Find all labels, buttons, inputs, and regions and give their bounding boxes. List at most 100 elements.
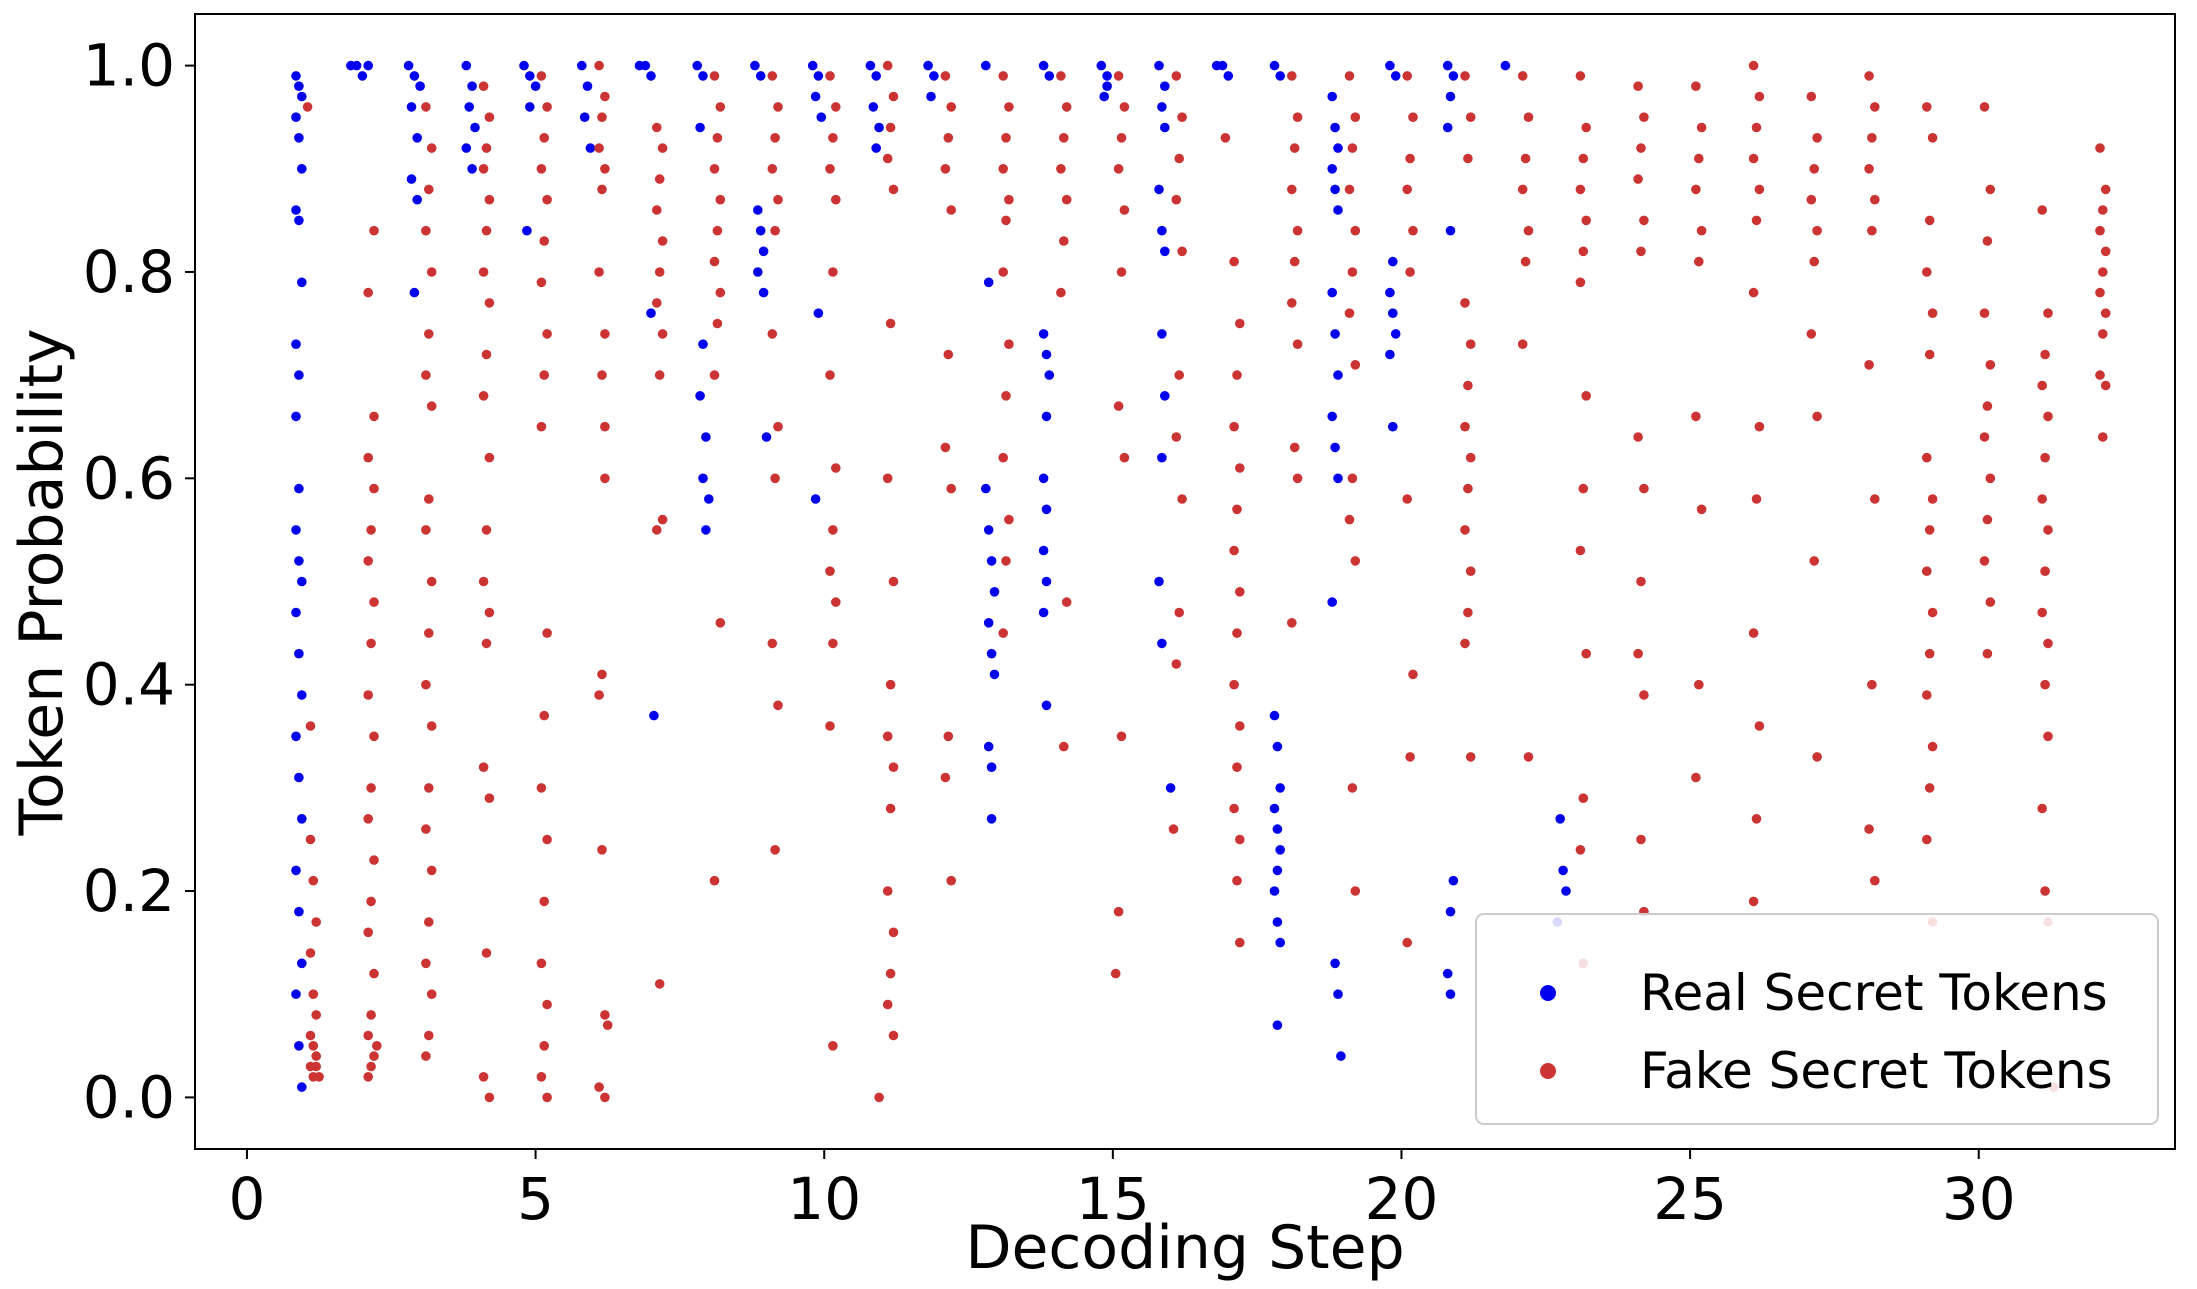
real-secret-token-point — [649, 710, 659, 721]
legend-marker-fake — [1540, 1063, 1556, 1079]
fake-secret-token-point — [1924, 525, 1935, 535]
real-secret-token-point — [1385, 60, 1395, 71]
legend-label-real: Real Secret Tokens — [1640, 964, 2108, 1022]
real-secret-token-point — [1038, 545, 1049, 556]
fake-secret-token-point — [882, 886, 893, 896]
real-secret-token-point — [1102, 81, 1112, 91]
fake-secret-token-point — [2043, 525, 2053, 535]
fake-secret-token-point — [426, 721, 437, 731]
fake-secret-token-point — [1235, 937, 1245, 948]
fake-secret-token-point — [1056, 164, 1066, 174]
fake-secret-token-point — [536, 277, 547, 288]
real-secret-token-point — [415, 81, 425, 91]
real-secret-token-point — [755, 225, 766, 236]
fake-secret-token-point — [1229, 679, 1239, 690]
real-secret-token-point — [1327, 287, 1337, 298]
fake-secret-token-point — [1408, 112, 1418, 122]
fake-secret-token-point — [481, 638, 492, 649]
fake-secret-token-point — [1864, 71, 1874, 81]
real-secret-token-point — [291, 112, 301, 122]
fake-secret-token-point — [1578, 246, 1589, 257]
fake-secret-token-point — [600, 329, 610, 339]
real-secret-token-point — [698, 339, 708, 350]
fake-secret-token-point — [1235, 587, 1245, 597]
fake-secret-token-point — [2043, 411, 2053, 422]
real-secret-token-point — [1269, 60, 1280, 71]
real-secret-token-point — [1330, 958, 1340, 969]
fake-secret-token-point — [709, 875, 720, 886]
fake-secret-token-point — [484, 452, 495, 463]
real-secret-token-point — [525, 71, 535, 81]
real-secret-token-point — [1388, 256, 1398, 267]
y-tick-label: 0.8 — [83, 238, 175, 306]
fake-secret-token-point — [421, 824, 431, 834]
fake-secret-token-point — [1460, 421, 1470, 432]
fake-secret-token-point — [542, 628, 552, 638]
fake-secret-token-point — [1229, 545, 1239, 556]
fake-secret-token-point — [484, 607, 495, 618]
real-secret-token-point — [1160, 81, 1170, 91]
fake-secret-token-point — [1748, 60, 1759, 71]
fake-secret-token-point — [421, 225, 431, 236]
real-secret-token-point — [1223, 71, 1234, 81]
fake-secret-token-point — [712, 225, 723, 236]
real-secret-token-point — [1388, 421, 1398, 432]
fake-secret-token-point — [2100, 184, 2111, 195]
real-secret-token-point — [981, 483, 991, 494]
fake-secret-token-point — [1171, 71, 1182, 81]
real-secret-token-point — [1445, 989, 1456, 999]
real-secret-token-point — [983, 618, 994, 628]
real-secret-token-point — [750, 60, 760, 71]
fake-secret-token-point — [770, 473, 780, 484]
fake-secret-token-point — [998, 267, 1008, 277]
fake-secret-token-point — [1751, 494, 1762, 504]
real-secret-token-point — [1096, 60, 1107, 71]
real-secret-token-point — [813, 71, 824, 81]
fake-secret-token-point — [1402, 937, 1412, 948]
real-secret-token-point — [1445, 906, 1456, 917]
y-tick-label: 0.2 — [83, 857, 175, 925]
fake-secret-token-point — [1004, 339, 1014, 350]
fake-secret-token-point — [1581, 391, 1591, 401]
fake-secret-token-point — [481, 948, 492, 958]
fake-secret-token-point — [424, 494, 434, 504]
fake-secret-token-point — [1168, 824, 1179, 834]
fake-secret-token-point — [885, 318, 896, 329]
fake-secret-token-point — [1523, 752, 1534, 762]
fake-secret-token-point — [1867, 225, 1877, 236]
fake-secret-token-point — [2040, 886, 2050, 896]
y-tick-label: 0.4 — [83, 651, 175, 719]
real-secret-token-point — [698, 71, 708, 81]
fake-secret-token-point — [885, 679, 896, 690]
fake-secret-token-point — [305, 721, 316, 731]
real-secret-token-point — [1041, 504, 1052, 515]
fake-secret-token-point — [366, 638, 376, 649]
fake-secret-token-point — [888, 927, 899, 938]
real-secret-token-point — [1272, 917, 1283, 927]
fake-secret-token-point — [770, 133, 780, 143]
real-secret-token-point — [758, 246, 769, 257]
fake-secret-token-point — [1809, 556, 1819, 566]
fake-secret-token-point — [1924, 783, 1935, 793]
fake-secret-token-point — [369, 225, 379, 236]
real-secret-token-point — [1157, 225, 1167, 236]
fake-secret-token-point — [767, 164, 778, 174]
real-secret-token-point — [297, 958, 307, 969]
fake-secret-token-point — [305, 948, 316, 958]
fake-secret-token-point — [2098, 329, 2108, 339]
fake-secret-token-point — [539, 896, 549, 907]
real-secret-token-point — [983, 741, 994, 752]
fake-secret-token-point — [1927, 133, 1938, 143]
fake-secret-token-point — [1520, 153, 1531, 164]
fake-secret-token-point — [314, 1072, 324, 1082]
fake-secret-token-point — [1116, 731, 1127, 742]
fake-secret-token-point — [426, 576, 437, 587]
fake-secret-token-point — [369, 1051, 379, 1061]
fake-secret-token-point — [2095, 370, 2105, 380]
fake-secret-token-point — [481, 525, 492, 535]
fake-secret-token-point — [1633, 81, 1643, 91]
fake-secret-token-point — [1754, 721, 1765, 731]
fake-secret-token-point — [1402, 184, 1412, 195]
fake-secret-token-point — [1004, 102, 1014, 112]
fake-secret-token-point — [828, 133, 838, 143]
